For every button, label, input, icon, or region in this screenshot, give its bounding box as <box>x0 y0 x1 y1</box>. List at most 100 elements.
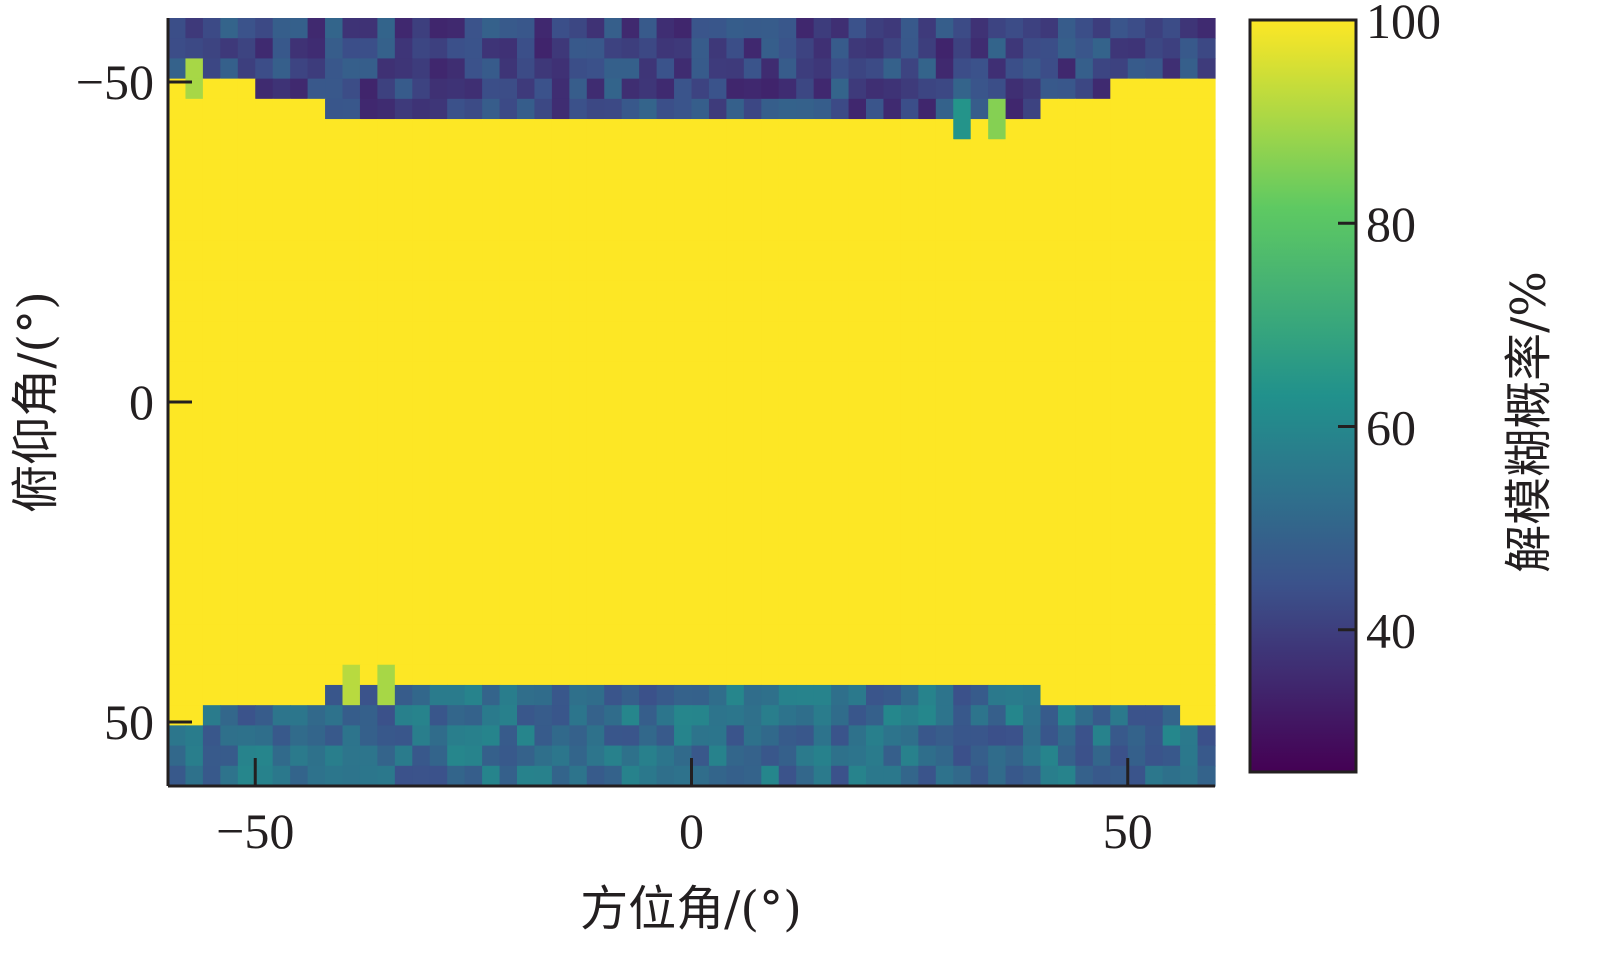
heatmap-cell <box>1145 664 1164 686</box>
heatmap-cell <box>1075 604 1094 625</box>
heatmap-cell <box>482 199 501 221</box>
heatmap-cell <box>342 725 361 747</box>
heatmap-cell <box>272 422 291 444</box>
heatmap-cell <box>168 240 187 262</box>
heatmap-cell <box>569 503 588 524</box>
heatmap-cell <box>482 119 501 140</box>
heatmap-cell <box>586 624 605 646</box>
heatmap-cell <box>1023 381 1042 403</box>
heatmap-cell <box>290 119 309 140</box>
heatmap-cell <box>674 745 693 767</box>
heatmap-cell <box>429 220 448 241</box>
heatmap-cell <box>1127 664 1146 686</box>
heatmap-cell <box>307 644 326 666</box>
heatmap-cell <box>691 462 710 484</box>
heatmap-cell <box>1005 18 1024 39</box>
heatmap-cell <box>342 442 361 464</box>
heatmap-cell <box>1092 38 1111 60</box>
heatmap-cell <box>656 705 675 726</box>
heatmap-cell <box>1197 220 1216 241</box>
heatmap-cell <box>255 644 274 666</box>
heatmap-cell <box>778 402 797 423</box>
heatmap-cell <box>883 280 902 302</box>
heatmap-cell <box>185 624 204 646</box>
heatmap-cell <box>935 604 954 625</box>
heatmap-cell <box>813 462 832 484</box>
heatmap-cell <box>918 442 937 464</box>
heatmap-cell <box>883 725 902 747</box>
heatmap-cell <box>342 199 361 221</box>
heatmap-cell <box>988 280 1007 302</box>
heatmap-cell <box>1075 765 1094 787</box>
heatmap-cell <box>168 58 187 80</box>
heatmap-cell <box>848 705 867 726</box>
heatmap-cell <box>342 745 361 767</box>
heatmap-cell <box>1180 341 1199 363</box>
heatmap-cell <box>447 442 466 464</box>
heatmap-cell <box>674 38 693 60</box>
heatmap-cell <box>621 58 640 80</box>
heatmap-cell <box>272 240 291 262</box>
heatmap-cell <box>726 583 745 605</box>
heatmap-cell <box>866 240 885 262</box>
heatmap-cell <box>255 119 274 140</box>
heatmap-cell <box>482 543 501 565</box>
heatmap-cell <box>778 442 797 464</box>
heatmap-cell <box>743 98 762 120</box>
heatmap-cell <box>778 563 797 585</box>
heatmap-cell <box>447 583 466 605</box>
heatmap-cell <box>1197 119 1216 140</box>
heatmap-cell <box>708 543 727 565</box>
heatmap-cell <box>918 482 937 504</box>
heatmap-cell <box>377 583 396 605</box>
heatmap-cell <box>813 341 832 363</box>
heatmap-cell <box>499 745 518 767</box>
heatmap-cell <box>883 462 902 484</box>
heatmap-cell <box>517 583 536 605</box>
heatmap-cell <box>412 705 431 726</box>
heatmap-cell <box>255 543 274 565</box>
heatmap-cell <box>1023 725 1042 747</box>
heatmap-cell <box>778 199 797 221</box>
heatmap-cell <box>551 543 570 565</box>
heatmap-cell <box>691 78 710 100</box>
heatmap-cell <box>970 745 989 767</box>
heatmap-cell <box>970 139 989 161</box>
heatmap-cell <box>569 58 588 80</box>
heatmap-cell <box>708 300 727 322</box>
heatmap-cell <box>918 381 937 403</box>
heatmap-cell <box>778 462 797 484</box>
heatmap-cell <box>796 361 815 383</box>
heatmap-cell <box>813 422 832 444</box>
heatmap-cell <box>813 220 832 241</box>
heatmap-cell <box>1180 422 1199 444</box>
heatmap-cell <box>464 523 483 545</box>
heatmap-cell <box>778 725 797 747</box>
heatmap-cell <box>988 543 1007 565</box>
heatmap-cell <box>1057 139 1076 161</box>
heatmap-cell <box>726 705 745 726</box>
heatmap-cell <box>831 664 850 686</box>
heatmap-cell <box>325 240 344 262</box>
heatmap-cell <box>237 58 256 80</box>
heatmap-cell <box>255 442 274 464</box>
heatmap-cell <box>1127 38 1146 60</box>
heatmap-cell <box>412 765 431 787</box>
heatmap-cell <box>831 361 850 383</box>
heatmap-cell <box>237 705 256 726</box>
heatmap-cell <box>429 159 448 181</box>
heatmap-cell <box>639 199 658 221</box>
heatmap-cell <box>708 78 727 100</box>
heatmap-cell <box>866 765 885 787</box>
heatmap-cell <box>325 18 344 39</box>
heatmap-cell <box>796 402 815 423</box>
heatmap-cell <box>551 604 570 625</box>
heatmap-cell <box>290 684 309 706</box>
heatmap-cell <box>394 361 413 383</box>
heatmap-cell <box>1180 705 1199 726</box>
heatmap-cell <box>464 442 483 464</box>
heatmap-cell <box>202 664 221 686</box>
heatmap-cell <box>1110 280 1129 302</box>
heatmap-cell <box>866 422 885 444</box>
heatmap-cell <box>1005 119 1024 140</box>
